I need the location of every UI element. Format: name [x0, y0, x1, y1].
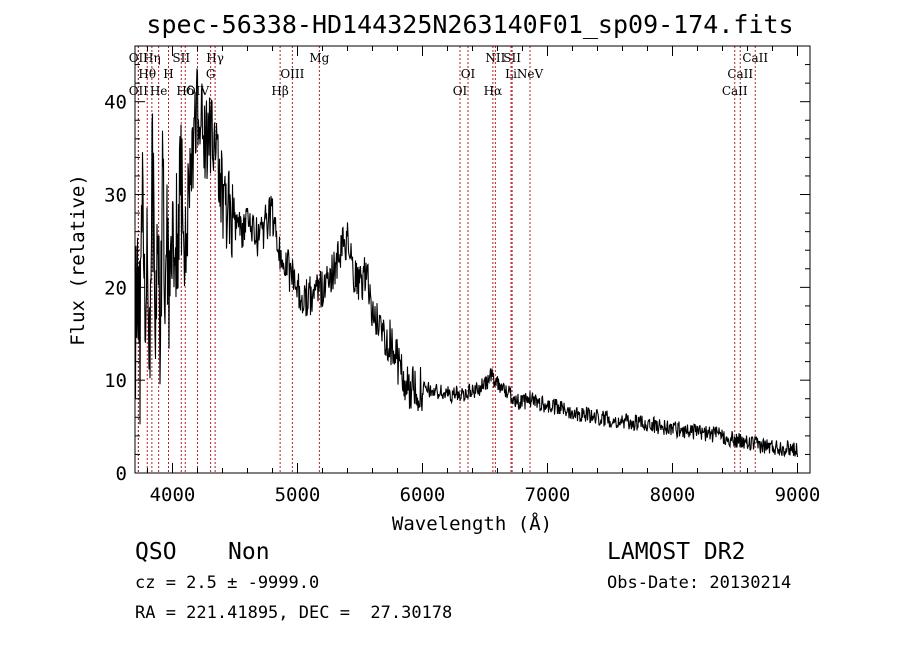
y-tick-label-4: 40 — [104, 92, 127, 114]
line-marker-label-23: CaII — [722, 84, 748, 98]
line-marker-label-14: NeV — [517, 67, 544, 81]
x-tick-label-1: 5000 — [275, 484, 321, 506]
line-marker-label-6: SII — [503, 51, 521, 65]
line-marker-label-22: Hα — [484, 84, 503, 98]
x-tick-label-4: 8000 — [650, 484, 696, 506]
line-marker-label-17: He — [150, 84, 168, 98]
plot-frame — [134, 45, 811, 474]
y-tick-label-2: 20 — [104, 277, 127, 299]
line-marker-label-5: NII — [485, 51, 505, 65]
x-axis-label: Wavelength (Å) — [392, 512, 552, 535]
line-marker-label-2: SII — [172, 51, 190, 65]
line-marker-label-13: Li — [505, 67, 517, 81]
spectrum-series — [134, 68, 799, 458]
x-tick-label-0: 4000 — [150, 484, 196, 506]
coordinates: RA = 221.41895, DEC = 27.30178 — [135, 603, 453, 623]
x-tick-label-2: 6000 — [400, 484, 446, 506]
y-tick-label-1: 10 — [104, 370, 127, 392]
spectrum-line — [134, 68, 799, 458]
object-subclass: Non — [228, 539, 270, 565]
line-marker-label-11: OIII — [280, 67, 304, 81]
line-marker-label-20: Hβ — [271, 84, 288, 98]
redshift-readout: cz = 2.5 ± -9999.0 — [135, 573, 320, 593]
line-marker-label-4: Mg — [309, 51, 329, 65]
line-marker-label-7: CaII — [742, 51, 768, 65]
chart-title: spec-56338-HD144325N263140F01_sp09-174.f… — [146, 10, 793, 39]
obs-date: Obs-Date: 20130214 — [607, 573, 792, 593]
line-marker-label-8: Hθ — [138, 67, 156, 81]
y-axis-label: Flux (relative) — [67, 174, 89, 346]
line-marker-label-9: H — [163, 67, 173, 81]
line-marker-label-21: OI — [453, 84, 468, 98]
line-marker-label-16: OII — [129, 84, 149, 98]
y-tick-label-3: 30 — [104, 185, 127, 207]
line-marker-label-3: Hγ — [206, 51, 224, 65]
line-marker-label-18: Hδ — [176, 84, 194, 98]
line-marker-label-12: OI — [461, 67, 476, 81]
x-tick-label-3: 7000 — [525, 484, 571, 506]
line-marker-label-15: CaII — [727, 67, 753, 81]
y-tick-label-0: 0 — [116, 463, 127, 485]
axes: 4000 5000 6000 7000 8000 9000 0 10 20 30 40 — [104, 45, 821, 506]
object-class: QSO — [135, 539, 177, 565]
survey-name: LAMOST DR2 — [607, 539, 746, 565]
line-marker-label-10: G — [206, 67, 216, 81]
x-tick-label-5: 9000 — [775, 484, 821, 506]
line-marker-label-1: Hη — [143, 51, 161, 65]
